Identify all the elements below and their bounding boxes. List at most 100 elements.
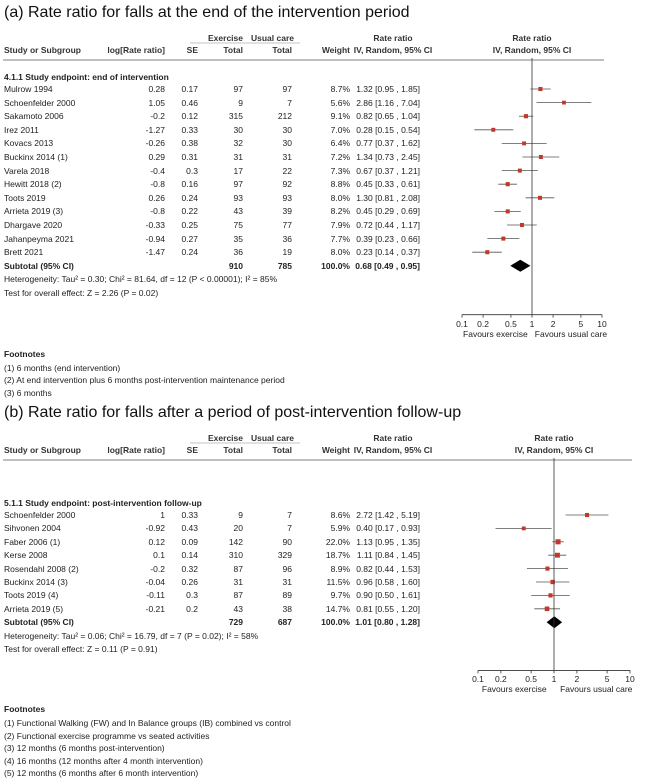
panel-a-row-3-logrr: -0.2: [150, 111, 165, 122]
panel-b-row-8-usual-total: 38: [282, 603, 292, 614]
panel-a-row-2-point: [562, 100, 566, 105]
panel-a-row-10-weight: 8.2%: [330, 206, 350, 217]
panel-a-overall-effect: Test for overall effect: Z = 2.26 (P = 0…: [4, 288, 159, 298]
panel-a-row-4-exercise-total: 30: [233, 124, 243, 135]
panel-b-row-8-exercise-total: 43: [233, 603, 243, 614]
panel-a-row-10-logrr: -0.8: [150, 206, 165, 217]
panel-a-row-2-se: 0.46: [181, 97, 198, 108]
panel-a-row-3-usual-total: 212: [277, 111, 292, 122]
panel-b-header-study: Study or Subgroup: [4, 445, 81, 455]
panel-b-footnote-5: (5) 12 months (6 months after 6 month in…: [4, 768, 199, 778]
panel-a-header-exercise: Exercise: [208, 33, 243, 43]
panel-a-row-12-se: 0.27: [181, 233, 198, 244]
panel-b-row-4-usual-total: 329: [277, 550, 292, 561]
panel-b-tick-label-0: 0.1: [472, 674, 484, 685]
panel-b-row-4-exercise-total: 310: [228, 550, 243, 561]
panel-b-row-8-logrr: -0.21: [145, 603, 165, 614]
panel-b-row-1-ci: 2.72 [1.42 , 5.19]: [356, 510, 420, 520]
panel-a-header-logrr: log[Rate ratio]: [107, 45, 165, 55]
panel-b-heterogeneity: Heterogeneity: Tau² = 0.06; Chi² = 16.79…: [4, 630, 259, 641]
panel-a-header-rate-ratio-plot: Rate ratio: [512, 33, 552, 43]
panel-b-footnote-2: (2) Functional exercise programme vs sea…: [4, 730, 210, 741]
panel-b-row-5-study: Rosendahl 2008 (2): [4, 563, 79, 574]
panel-a-row-6-weight: 7.2%: [330, 152, 350, 162]
panel-b-footnotes-title: Footnotes: [4, 704, 46, 715]
panel-b-row-7-exercise-total: 87: [233, 590, 243, 601]
panel-a-row-6-exercise-total: 31: [233, 152, 243, 162]
panel-a-row-12-point: [501, 236, 506, 241]
panel-a-footnote-1: (1) 6 months (end intervention): [4, 362, 121, 373]
panel-a-header-method: IV, Random, 95% CI: [353, 45, 433, 55]
panel-a-row-3-exercise-total: 315: [228, 111, 243, 122]
panel-a-row-6-logrr: 0.29: [148, 152, 165, 162]
panel-b-subtotal-label: Subtotal (95% CI): [4, 617, 74, 628]
panel-a-favours-right: Favours usual care: [534, 328, 608, 339]
panel-a-header-rate-ratio: Rate ratio: [373, 33, 413, 43]
panel-b-row-2-study: Sihvonen 2004: [4, 523, 61, 534]
panel-a-row-11-point: [519, 222, 525, 228]
panel-b-row-1-weight: 8.6%: [330, 510, 350, 520]
panel-b-tick-label-6: 10: [625, 674, 635, 685]
panel-a-row-10-se: 0.22: [181, 206, 198, 217]
panel-a-row-2-exercise-total: 9: [238, 97, 243, 108]
panel-b-row-1-exercise-total: 9: [238, 510, 243, 520]
panel-b-row-8-weight: 14.7%: [325, 603, 350, 614]
panel-a-heterogeneity: Heterogeneity: Tau² = 0.30; Chi² = 81.64…: [4, 274, 278, 285]
panel-b-row-6-ci: 0.96 [0.58 , 1.60]: [356, 577, 420, 587]
panel-b-row-3-ci: 1.13 [0.95 , 1.35]: [356, 536, 420, 547]
panel-b-header-method-plot: IV, Random, 95% CI: [514, 445, 594, 455]
panel-b-row-4-point: [555, 552, 560, 558]
panel-a-row-3-point: [523, 114, 529, 119]
panel-a-row-9-ci: 1.30 [0.81 , 2.08]: [356, 192, 420, 203]
panel-a-subtotal-usual: 785: [277, 260, 292, 271]
panel-b-header-logrr: log[Rate ratio]: [107, 445, 165, 455]
panel-a-footnote-3: (3) 6 months: [4, 387, 52, 398]
panel-a-row-13-point: [485, 250, 490, 255]
panel-a-row-1-study: Mulrow 1994: [4, 84, 53, 94]
panel-b-footnote-1: (1) Functional Walking (FW) and In Balan…: [4, 718, 291, 729]
panel-a-row-12-ci: 0.39 [0.23 , 0.66]: [356, 233, 420, 244]
panel-b-tick-label-1: 0.2: [494, 674, 507, 685]
panel-b-row-5-weight: 8.9%: [330, 563, 350, 574]
panel-b-header-exercise: Exercise: [208, 433, 243, 443]
panel-a-row-3-weight: 9.1%: [330, 111, 350, 122]
panel-a-subtotal-diamond: [510, 259, 531, 272]
panel-b-row-5-exercise-total: 87: [233, 563, 243, 574]
panel-b-row-3-se: 0.09: [181, 536, 198, 547]
panel-b-tick-label-4: 2: [574, 674, 580, 685]
panel-b-row-5-ci: 0.82 [0.44 , 1.53]: [356, 563, 420, 574]
panel-b-row-5-se: 0.32: [181, 563, 198, 574]
panel-a-row-3-se: 0.12: [181, 111, 198, 122]
panel-a-tick-label-1: 0.2: [477, 318, 489, 329]
panel-a-row-1-se: 0.17: [181, 84, 198, 94]
panel-a-subtotal-exercise: 910: [228, 260, 243, 271]
panel-a-header-weight: Weight: [321, 45, 350, 55]
panel-a-row-12-weight: 7.7%: [330, 233, 350, 244]
panel-b-footnote-3: (3) 12 months (6 months post-interventio…: [4, 743, 165, 754]
panel-a-row-11-se: 0.25: [181, 220, 198, 230]
panel-a-row-13-logrr: -1.47: [145, 247, 165, 258]
panel-a-row-1-logrr: 0.28: [148, 84, 165, 94]
panel-a-row-10-point: [505, 209, 510, 214]
panel-b-subtotal-ci: 1.01 [0.80 , 1.28]: [355, 617, 420, 628]
panel-a-footnotes-title: Footnotes: [4, 348, 46, 359]
panel-b-overall-effect: Test for overall effect: Z = 0.11 (P = 0…: [4, 644, 158, 654]
panel-a-tick-label-5: 5: [578, 318, 584, 329]
panel-b-row-1-study: Schoenfelder 2000: [4, 510, 76, 520]
panel-b-row-3-point: [555, 539, 561, 545]
panel-b-footnote-4: (4) 16 months (12 months after 4 month i…: [4, 755, 203, 766]
panel-b-row-6-point: [550, 579, 555, 585]
panel-a-row-10-ci: 0.45 [0.29 , 0.69]: [356, 206, 420, 217]
panel-a-row-8-ci: 0.45 [0.33 , 0.61]: [356, 179, 420, 190]
panel-a-row-11-study: Dhargave 2020: [4, 220, 63, 230]
panel-a-subgroup-label: 4.1.1 Study endpoint: end of interventio…: [4, 72, 169, 82]
panel-a-row-1-ci: 1.32 [0.95 , 1.85]: [356, 84, 420, 94]
panel-b-header-rate-ratio-plot: Rate ratio: [534, 433, 574, 443]
panel-a-header-usual-care: Usual care: [251, 33, 294, 43]
panel-a-row-2-logrr: 1.05: [148, 97, 165, 108]
panel-b-row-2-usual-total: 7: [287, 523, 292, 534]
panel-b-row-4-study: Kerse 2008: [4, 550, 48, 561]
panel-b-row-6-logrr: -0.04: [145, 577, 165, 587]
panel-a-row-13-study: Brett 2021: [4, 247, 44, 258]
